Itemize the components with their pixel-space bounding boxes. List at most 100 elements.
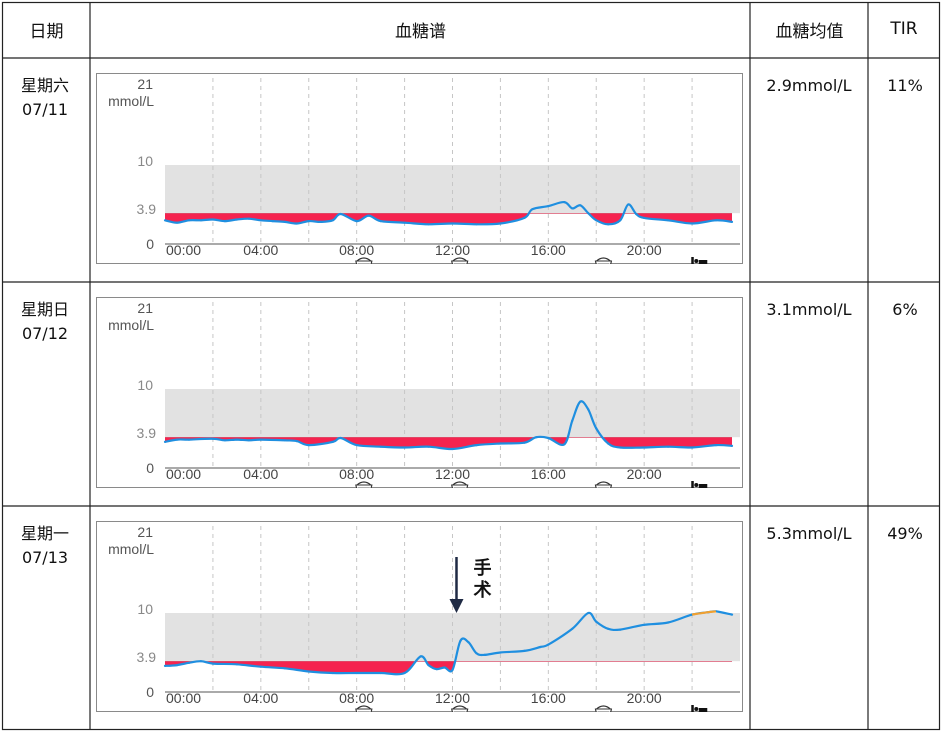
row-1-glucose-point-20 bbox=[427, 223, 430, 226]
row-2-x-tick-1600: 16:00 bbox=[531, 466, 566, 482]
row-3-glucose-line-highlight bbox=[691, 610, 717, 616]
row-3-meal-bowl-icon-3-top bbox=[596, 705, 611, 710]
row-1-glucose-point-30 bbox=[587, 212, 590, 215]
row-1-meal-bowl-icon-2-body bbox=[451, 260, 469, 264]
row-3-glucose-point-2 bbox=[187, 661, 191, 664]
row-3-glucose-point-9 bbox=[331, 671, 334, 675]
row-2-tir: 6% bbox=[892, 300, 918, 319]
row-3-glucose-point-4 bbox=[211, 662, 214, 665]
row-3-glucose-point-32 bbox=[667, 621, 670, 624]
row-3-glucose-point-5 bbox=[235, 663, 238, 666]
row-1-glucose-point-15 bbox=[339, 212, 342, 216]
row-1-glucose-point-16 bbox=[355, 220, 358, 223]
row-1-x-tick-0000: 00:00 bbox=[166, 242, 201, 258]
row-1-sleep-bed-icon bbox=[691, 257, 708, 264]
row-2-glucose-point-16 bbox=[427, 445, 430, 448]
row-1-glucose-point-18 bbox=[379, 220, 382, 223]
row-2-x-tick-1200: 12:00 bbox=[435, 466, 470, 482]
row-3-meal-bowl-icon-3-body bbox=[594, 708, 613, 712]
row-2-glucose-point-9 bbox=[295, 440, 298, 443]
row-3-annotation-arrow-head bbox=[449, 599, 464, 613]
row-1-glucose-point-11 bbox=[295, 222, 298, 225]
header-glucose-profile: 血糖谱 bbox=[395, 21, 446, 42]
row-1-glucose-point-0 bbox=[163, 219, 167, 222]
row-2-glucose-point-4 bbox=[223, 439, 226, 442]
row-1-glucose-point-31 bbox=[595, 219, 598, 222]
row-3-sleep-bed-icon-blanket bbox=[698, 708, 708, 712]
row-3-sleep-bed-icon-head bbox=[691, 705, 694, 712]
row-3-y-label-unit: mmol/L bbox=[108, 541, 154, 557]
row-1-glucose-point-10 bbox=[283, 220, 286, 223]
row-3-glucose-point-18 bbox=[459, 639, 462, 642]
row-2-chart: 21 mmol/L 10 3.9 0 00:00 04:00 08:00 12:00 16:00 2… bbox=[96, 297, 743, 488]
row-1-glucose-point-32 bbox=[607, 223, 610, 226]
row-3-glucose-point-36 bbox=[730, 613, 734, 616]
row-2-meal-bowl-icon-1 bbox=[355, 481, 373, 488]
row-3-day: 星期一 bbox=[20, 524, 69, 543]
row-3-glucose-point-0 bbox=[163, 664, 167, 667]
row-2-meal-bowl-icon-2-top bbox=[452, 481, 468, 486]
row-1-y-label-target-high: 10 bbox=[137, 153, 153, 169]
row-1-chart: 21 mmol/L 10 3.9 0 00:00 04:00 08:00 12:00 16:00 2… bbox=[96, 73, 743, 264]
row-1-meal-bowl-icon-3-top bbox=[596, 257, 611, 262]
row-2-x-tick-0000: 00:00 bbox=[166, 466, 201, 482]
row-1-meal-bowl-icon-1-body bbox=[355, 260, 373, 264]
row-1-glucose-point-9 bbox=[271, 220, 274, 223]
row-1-date: 07/11 bbox=[21, 100, 69, 119]
row-1-glucose-point-14 bbox=[331, 219, 334, 222]
row-3-annotation-text-char-2: 术 bbox=[473, 579, 491, 601]
row-3-y-label-target-low: 3.9 bbox=[137, 649, 157, 665]
row-2-x-tick-0400: 04:00 bbox=[243, 466, 278, 482]
row-2-below-range-fill bbox=[165, 437, 732, 450]
row-1-glucose-point-17 bbox=[367, 214, 370, 217]
row-2-glucose-point-5 bbox=[235, 438, 238, 441]
row-3-glucose-point-29 bbox=[607, 627, 610, 630]
row-3-meal-bowl-icon-3 bbox=[594, 705, 613, 712]
row-2-meal-bowl-icon-1-top bbox=[356, 481, 372, 486]
row-1-sleep-bed-icon-pillow bbox=[694, 259, 699, 263]
row-2-glucose-point-0 bbox=[163, 440, 167, 443]
row-1-glucose-point-38 bbox=[691, 222, 694, 225]
row-2-target-range-band bbox=[165, 389, 740, 438]
row-1-glucose-point-3 bbox=[199, 219, 202, 222]
row-2-x-tick-0800: 08:00 bbox=[339, 466, 374, 482]
row-2-meal-bowl-icon-2-body bbox=[451, 484, 469, 488]
row-2-y-label-max: 21 bbox=[137, 300, 153, 316]
row-2-glucose-point-1 bbox=[175, 438, 179, 441]
row-3-tir: 49% bbox=[887, 524, 923, 543]
row-1-y-label-unit: mmol/L bbox=[108, 93, 154, 109]
row-2-average: 3.1mmol/L bbox=[766, 300, 852, 319]
row-2-glucose-point-18 bbox=[475, 444, 478, 447]
row-2-glucose-point-31 bbox=[667, 445, 670, 448]
row-2-meal-bowl-icon-3-body bbox=[594, 484, 613, 488]
row-3-meal-bowl-icon-1-top bbox=[356, 705, 372, 710]
row-2-meal-bowl-icon-3 bbox=[594, 481, 613, 488]
row-3-glucose-point-7 bbox=[283, 667, 286, 670]
row-3-sleep-bed-icon bbox=[691, 705, 708, 712]
row-2-glucose-point-27 bbox=[595, 427, 598, 430]
row-3-glucose-point-16 bbox=[443, 666, 446, 669]
row-3-glucose-point-25 bbox=[547, 643, 550, 646]
row-2-y-label-zero: 0 bbox=[146, 460, 154, 476]
row-1-meal-bowl-icon-2 bbox=[451, 257, 469, 264]
header-tir: TIR bbox=[890, 19, 918, 39]
row-1-x-tick-1200: 12:00 bbox=[435, 242, 470, 258]
row-2-x-tick-2000: 20:00 bbox=[627, 466, 662, 482]
row-3-annotation-text-char-1: 手 bbox=[473, 557, 491, 579]
row-1-glucose-point-36 bbox=[643, 216, 646, 219]
row-1-glucose-point-4 bbox=[211, 218, 214, 221]
row-1-glucose-point-40 bbox=[730, 220, 734, 223]
row-3-glucose-point-31 bbox=[643, 623, 646, 626]
row-3-x-tick-2000: 20:00 bbox=[627, 690, 662, 706]
row-3-sleep-bed-icon-pillow bbox=[694, 707, 699, 711]
row-1-glucose-point-7 bbox=[247, 217, 250, 220]
row-1-y-label-target-low: 3.9 bbox=[137, 201, 157, 217]
row-2-glucose-point-34 bbox=[730, 444, 734, 447]
row-1-glucose-point-27 bbox=[563, 201, 566, 204]
row-3-meal-bowl-icon-1-body bbox=[355, 708, 373, 712]
row-1-meal-bowl-icon-2-top bbox=[452, 257, 468, 262]
row-3-y-label-max: 21 bbox=[137, 524, 153, 540]
row-3-date: 07/13 bbox=[21, 548, 69, 567]
